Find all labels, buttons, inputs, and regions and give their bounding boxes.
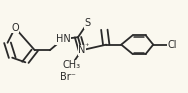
- Text: O: O: [11, 23, 19, 33]
- Text: Cl: Cl: [167, 40, 177, 50]
- Text: Br⁻: Br⁻: [60, 72, 76, 82]
- Text: CH₃: CH₃: [62, 60, 80, 70]
- Text: ⁺: ⁺: [84, 42, 89, 51]
- Text: N: N: [78, 45, 86, 55]
- Text: S: S: [84, 18, 90, 28]
- Text: HN: HN: [56, 34, 70, 44]
